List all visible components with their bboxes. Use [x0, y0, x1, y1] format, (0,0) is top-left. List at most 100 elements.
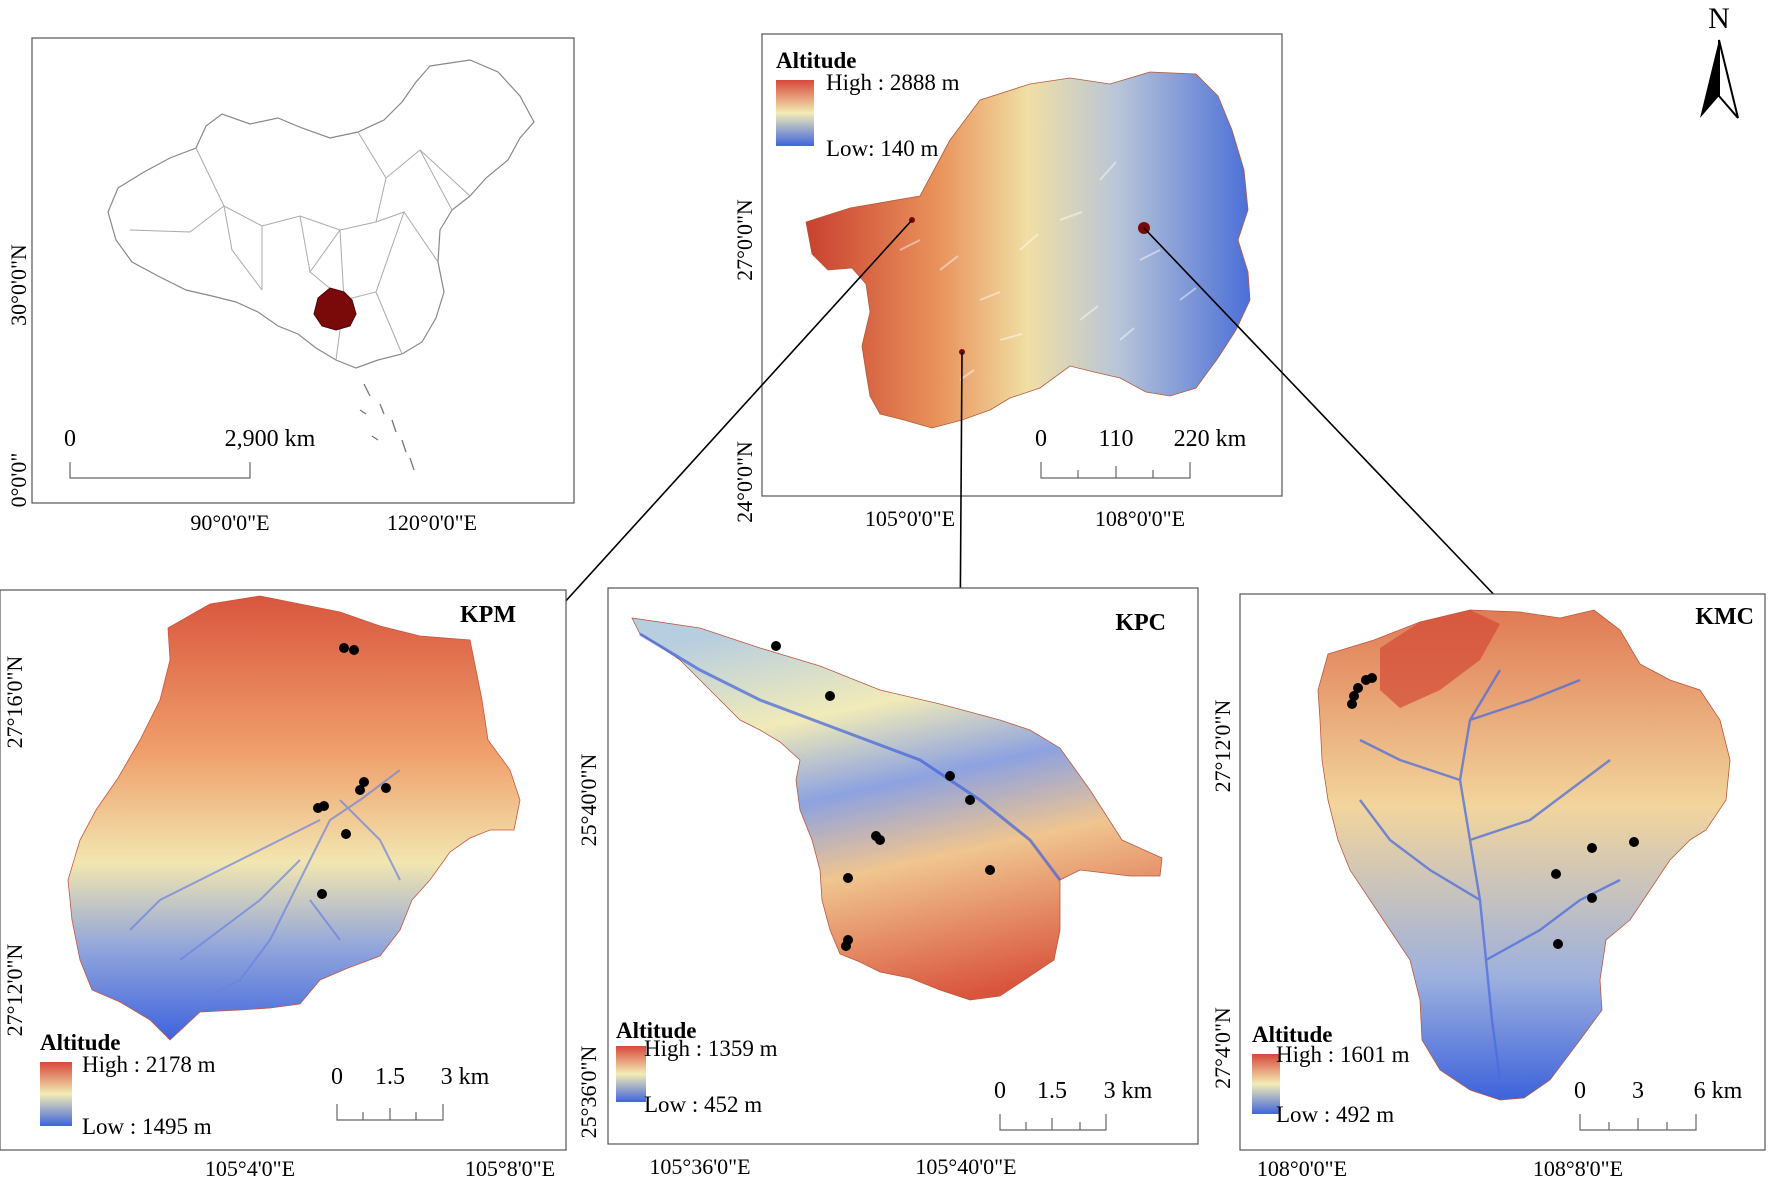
sample-point [317, 889, 327, 899]
guizhou-y-tick-1: 27°0'0"N [732, 199, 757, 281]
guizhou-legend-low: Low: 140 m [826, 136, 939, 161]
kpm-x-tick-1: 105°4'0"E [205, 1156, 295, 1181]
guizhou-legend: Altitude High : 2888 m Low: 140 m [776, 48, 960, 161]
guizhou-y-tick-2: 24°0'0"N [732, 441, 757, 523]
kmc-legend-ramp [1252, 1054, 1280, 1114]
kmc-x-tick-2: 108°8'0"E [1533, 1156, 1623, 1181]
sample-point [1353, 683, 1363, 693]
guizhou-scale-1: 110 [1098, 426, 1133, 452]
arrow-to-kmc [1143, 227, 1523, 625]
kpm-scale-bar: 0 1.5 3 km [331, 1064, 490, 1121]
china-x-tick-1: 90°0'0"E [190, 510, 269, 535]
kpm-x-tick-2: 105°8'0"E [465, 1156, 555, 1181]
kmc-panel: KMC Altitude High : 1601 m Low : 492 m 0… [1210, 593, 1766, 1181]
kpm-panel: KPM Altitude High : 2178 m Low : 1495 m … [0, 589, 567, 1181]
kpc-y-tick-2: 25°36'0"N [576, 1046, 601, 1139]
north-arrow-right-half [1718, 39, 1739, 119]
guizhou-scale-bar: 0 110 220 km [1035, 426, 1247, 479]
sample-point [355, 785, 365, 795]
china-x-tick-2: 120°0'0"E [387, 510, 477, 535]
kpm-scale-2: 3 km [441, 1064, 490, 1090]
kpc-river [639, 632, 1062, 881]
kmc-scale-bar: 0 3 6 km [1574, 1078, 1743, 1131]
guizhou-texture [899, 161, 1197, 381]
kpc-panel: KPC Altitude High : 1359 m Low : 452 m 0… [576, 587, 1199, 1179]
sample-point [985, 865, 995, 875]
kpc-scale-1: 1.5 [1037, 1078, 1067, 1104]
sample-point [875, 835, 885, 845]
kpc-y-ticks: 25°40'0"N 25°36'0"N [576, 754, 601, 1139]
sample-point [349, 645, 359, 655]
kmc-scale-2: 6 km [1694, 1078, 1743, 1104]
kpm-y-tick-1: 27°16'0"N [2, 656, 27, 749]
guizhou-x-tick-1: 105°0'0"E [865, 506, 955, 531]
sample-point [341, 829, 351, 839]
kpc-x-ticks: 105°36'0"E 105°40'0"E [649, 1154, 1016, 1179]
kpm-legend-high: High : 2178 m [82, 1052, 216, 1077]
kmc-site-name: KMC [1695, 604, 1754, 630]
sample-point [841, 941, 851, 951]
kpc-legend-ramp [616, 1046, 646, 1102]
kmc-y-tick-2: 27°4'0"N [1210, 1007, 1235, 1089]
sample-point [945, 771, 955, 781]
china-y-tick-1: 30°0'0"N [6, 244, 31, 326]
sample-point [1587, 843, 1597, 853]
kmc-x-tick-1: 108°0'0"E [1257, 1156, 1347, 1181]
kmc-y-ticks: 27°12'0"N 27°4'0"N [1210, 700, 1235, 1089]
kpm-scale-1: 1.5 [375, 1064, 405, 1090]
kpc-elevation-map [631, 617, 1163, 1001]
sample-point [1551, 869, 1561, 879]
kpc-legend-high: High : 1359 m [644, 1036, 778, 1061]
guizhou-y-ticks: 27°0'0"N 24°0'0"N [732, 199, 757, 523]
sample-point [1587, 893, 1597, 903]
china-scale-bar: 0 2,900 km [64, 426, 316, 479]
kmc-scale-0: 0 [1574, 1078, 1586, 1104]
china-frame [31, 37, 575, 504]
kpm-y-ticks: 27°16'0"N 27°12'0"N [2, 656, 27, 1037]
arrow-to-kpm [533, 219, 913, 637]
guizhou-scale-2: 220 km [1174, 426, 1247, 452]
china-province-lines [129, 131, 471, 361]
south-china-sea-islands [359, 383, 415, 471]
north-arrow-label: N [1708, 2, 1730, 35]
kpc-legend-title: Altitude [616, 1018, 697, 1043]
guizhou-highlight [313, 287, 357, 331]
kmc-legend-title: Altitude [1252, 1022, 1333, 1047]
kpc-scale-2: 3 km [1104, 1078, 1153, 1104]
kmc-legend: Altitude High : 1601 m Low : 492 m [1252, 1022, 1410, 1127]
guizhou-scale-0: 0 [1035, 426, 1047, 452]
sample-point [359, 777, 369, 787]
sample-point [771, 641, 781, 651]
kpm-legend-title: Altitude [40, 1030, 121, 1055]
kpm-legend-low: Low : 1495 m [82, 1114, 212, 1139]
guizhou-x-ticks: 105°0'0"E 108°0'0"E [865, 506, 1185, 531]
kpm-legend: Altitude High : 2178 m Low : 1495 m [40, 1030, 216, 1139]
kmc-legend-low: Low : 492 m [1276, 1102, 1394, 1127]
kmc-x-ticks: 108°0'0"E 108°8'0"E [1257, 1156, 1623, 1181]
sample-point [1367, 673, 1377, 683]
sample-point [1347, 699, 1357, 709]
kpm-scale-0: 0 [331, 1064, 343, 1090]
kmc-high-ridge [1380, 610, 1500, 708]
china-scale-end: 2,900 km [225, 426, 316, 452]
kpc-legend-low: Low : 452 m [644, 1092, 762, 1117]
kpm-drainage-network [129, 769, 401, 1001]
china-scale-zero: 0 [64, 426, 76, 452]
sample-point [1553, 939, 1563, 949]
kpc-scale-0: 0 [994, 1078, 1006, 1104]
kpm-sample-points [313, 643, 391, 899]
kpm-x-ticks: 105°4'0"E 105°8'0"E [205, 1156, 555, 1181]
sample-point [1349, 691, 1359, 701]
guizhou-x-tick-2: 108°0'0"E [1095, 506, 1185, 531]
kpm-y-tick-2: 27°12'0"N [2, 944, 27, 1037]
kpc-scale-bar: 0 1.5 3 km [994, 1078, 1153, 1131]
kmc-drainage-network [1359, 669, 1621, 1081]
china-x-ticks: 90°0'0"E 120°0'0"E [190, 510, 477, 535]
kmc-elevation-map [1317, 609, 1731, 1101]
guizhou-legend-title: Altitude [776, 48, 857, 73]
china-panel: 0 2,900 km 90°0'0"E 120°0'0"E 30°0'0"N 0… [6, 37, 575, 535]
kmc-legend-high: High : 1601 m [1276, 1042, 1410, 1067]
sample-point [843, 873, 853, 883]
kpc-x-tick-1: 105°36'0"E [649, 1154, 750, 1179]
